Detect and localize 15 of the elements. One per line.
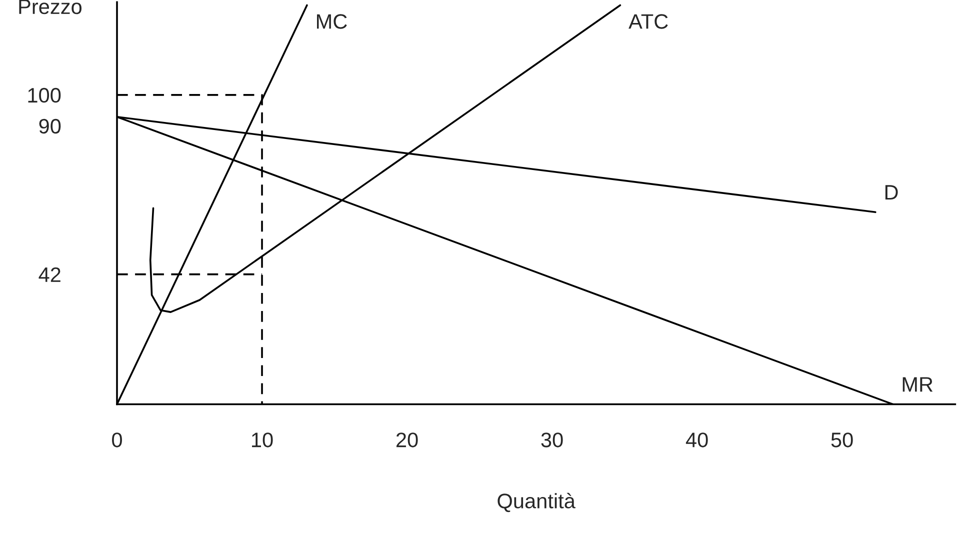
y-axis-title: Prezzo bbox=[19, 0, 82, 14]
x-tick-label: 10 bbox=[252, 432, 273, 448]
series-label: MC bbox=[317, 14, 347, 29]
y-tick-label: 90 bbox=[39, 118, 61, 134]
x-tick-label: 0 bbox=[112, 432, 122, 448]
x-tick-label: 50 bbox=[831, 432, 853, 448]
x-tick-label: 20 bbox=[396, 432, 418, 448]
series-label: MR bbox=[902, 377, 933, 392]
x-axis-title: Quantità bbox=[498, 492, 576, 512]
x-tick-label: 40 bbox=[686, 432, 708, 448]
y-tick-label: 100 bbox=[28, 88, 61, 103]
series-label: D bbox=[885, 185, 898, 200]
series-label: ATC bbox=[628, 14, 668, 29]
y-tick-label: 42 bbox=[38, 267, 60, 282]
x-tick-label: 30 bbox=[541, 432, 563, 448]
